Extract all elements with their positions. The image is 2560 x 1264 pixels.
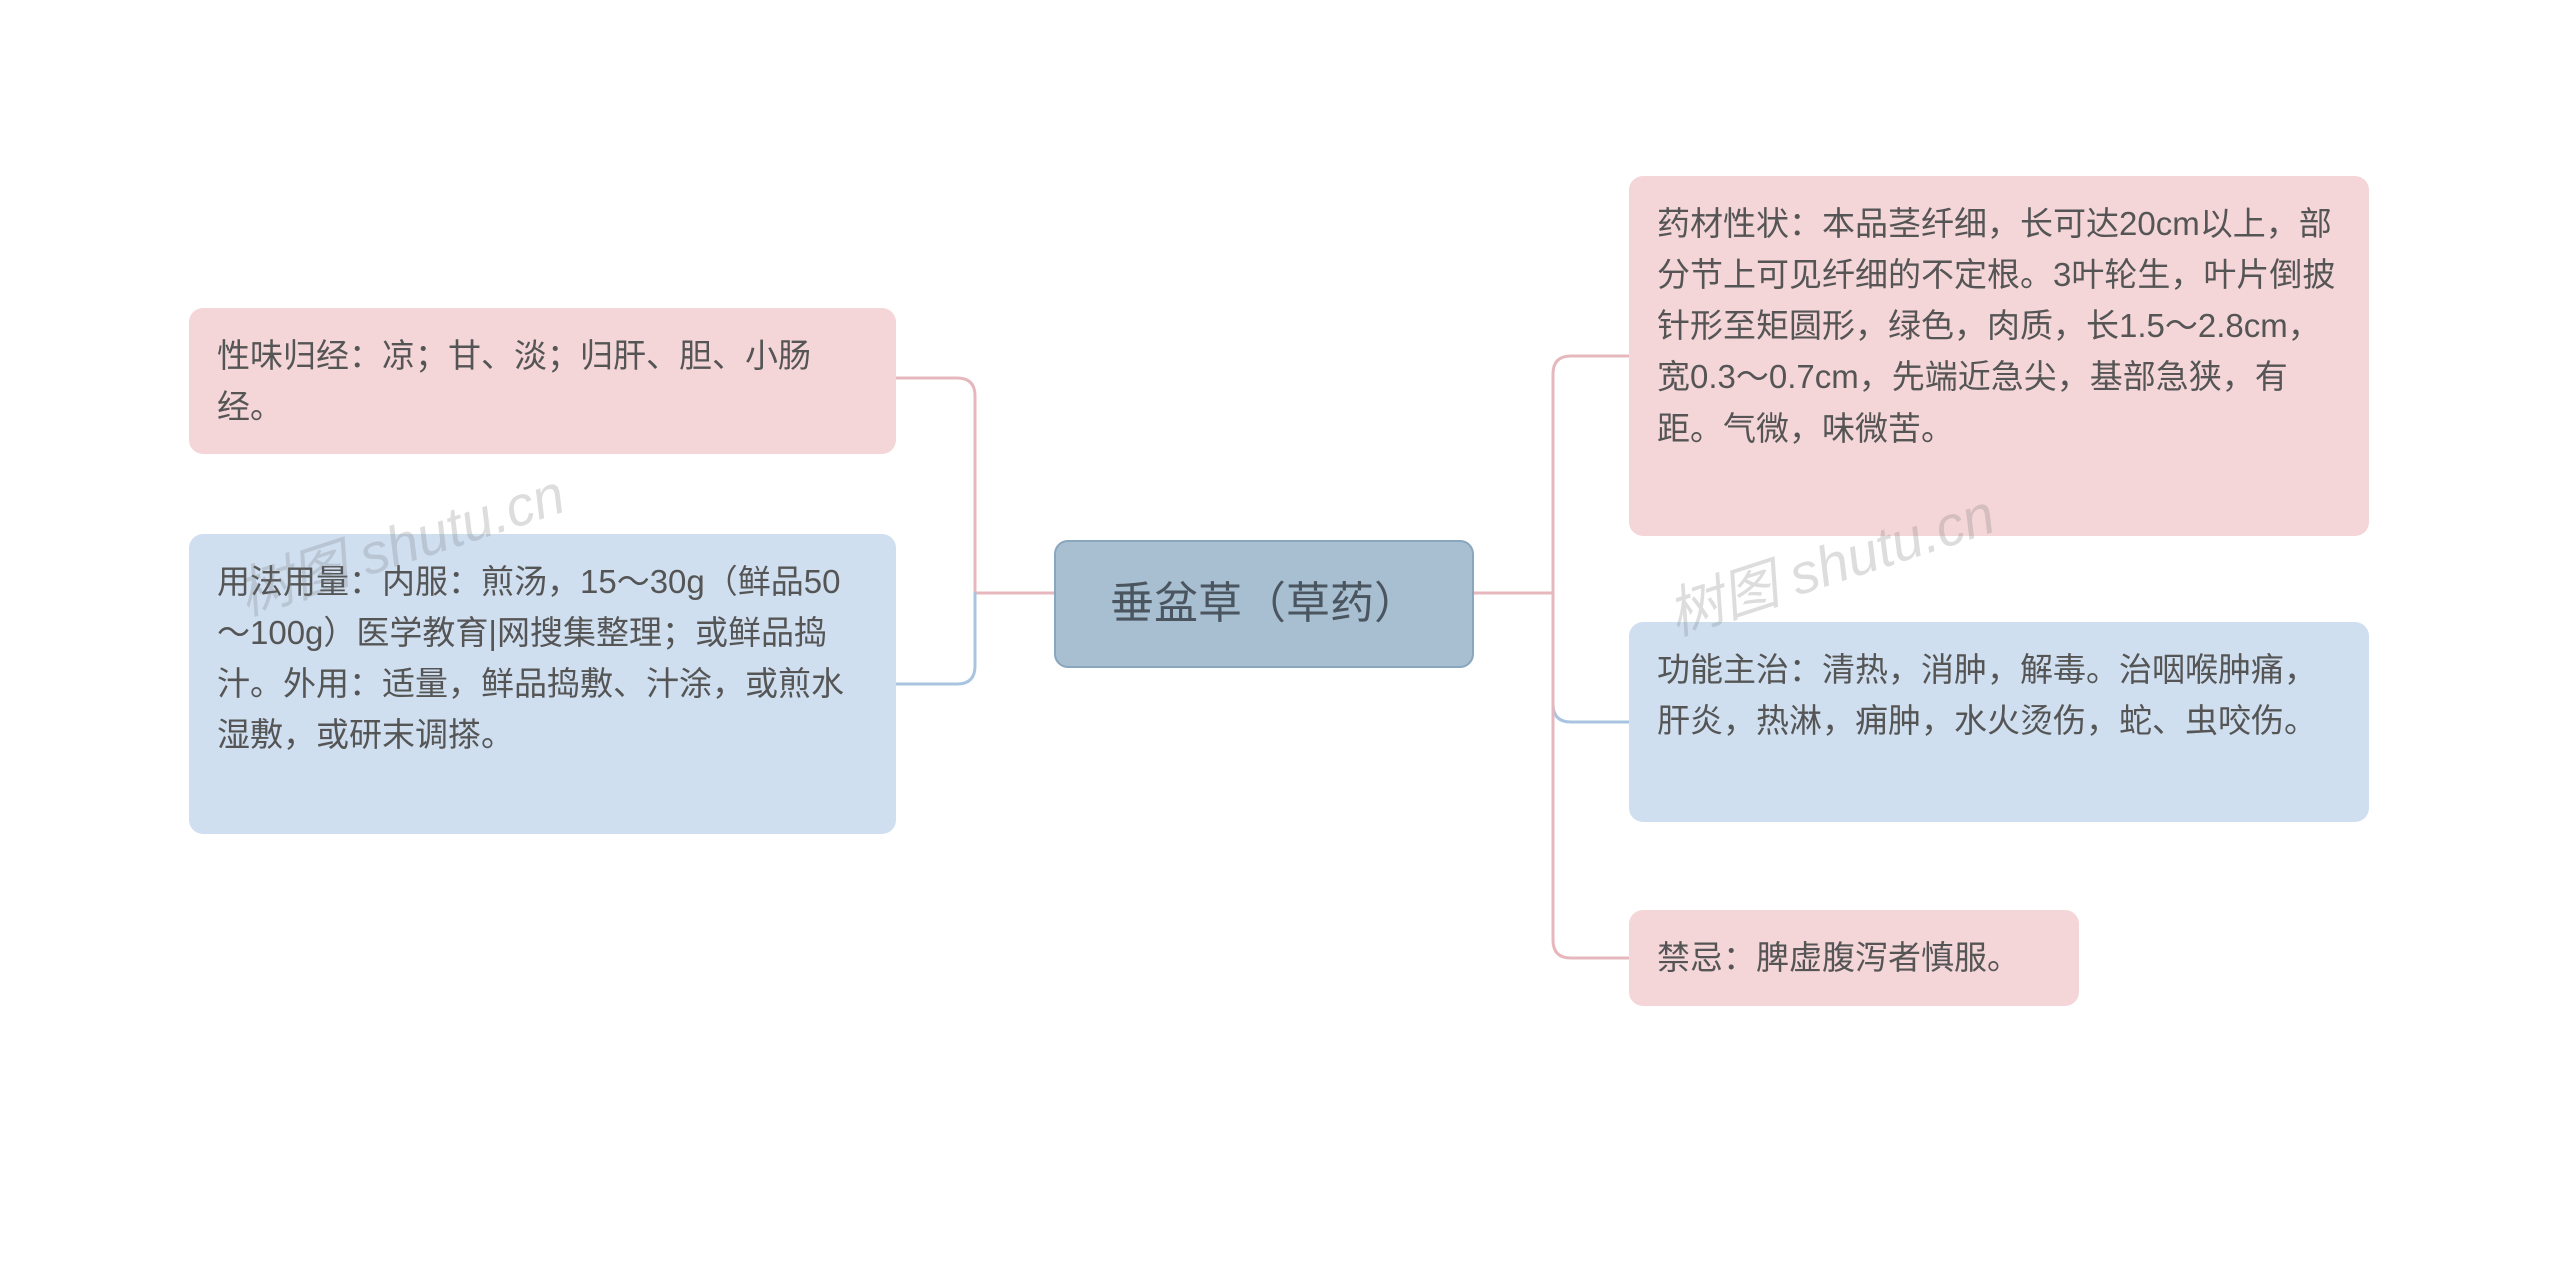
center-node: 垂盆草（草药）	[1054, 540, 1474, 668]
right-node-1: 药材性状：本品茎纤细，长可达20cm以上，部分节上可见纤细的不定根。3叶轮生，叶…	[1629, 176, 2369, 536]
right-node-3: 禁忌：脾虚腹泻者慎服。	[1629, 910, 2079, 1006]
left-node-1: 性味归经：凉；甘、淡；归肝、胆、小肠经。	[189, 308, 896, 454]
left-node-2: 用法用量：内服：煎汤，15～30g（鲜品50～100g）医学教育|网搜集整理；或…	[189, 534, 896, 834]
right-node-2: 功能主治：清热，消肿，解毒。治咽喉肿痛，肝炎，热淋，痈肿，水火烫伤，蛇、虫咬伤。	[1629, 622, 2369, 822]
